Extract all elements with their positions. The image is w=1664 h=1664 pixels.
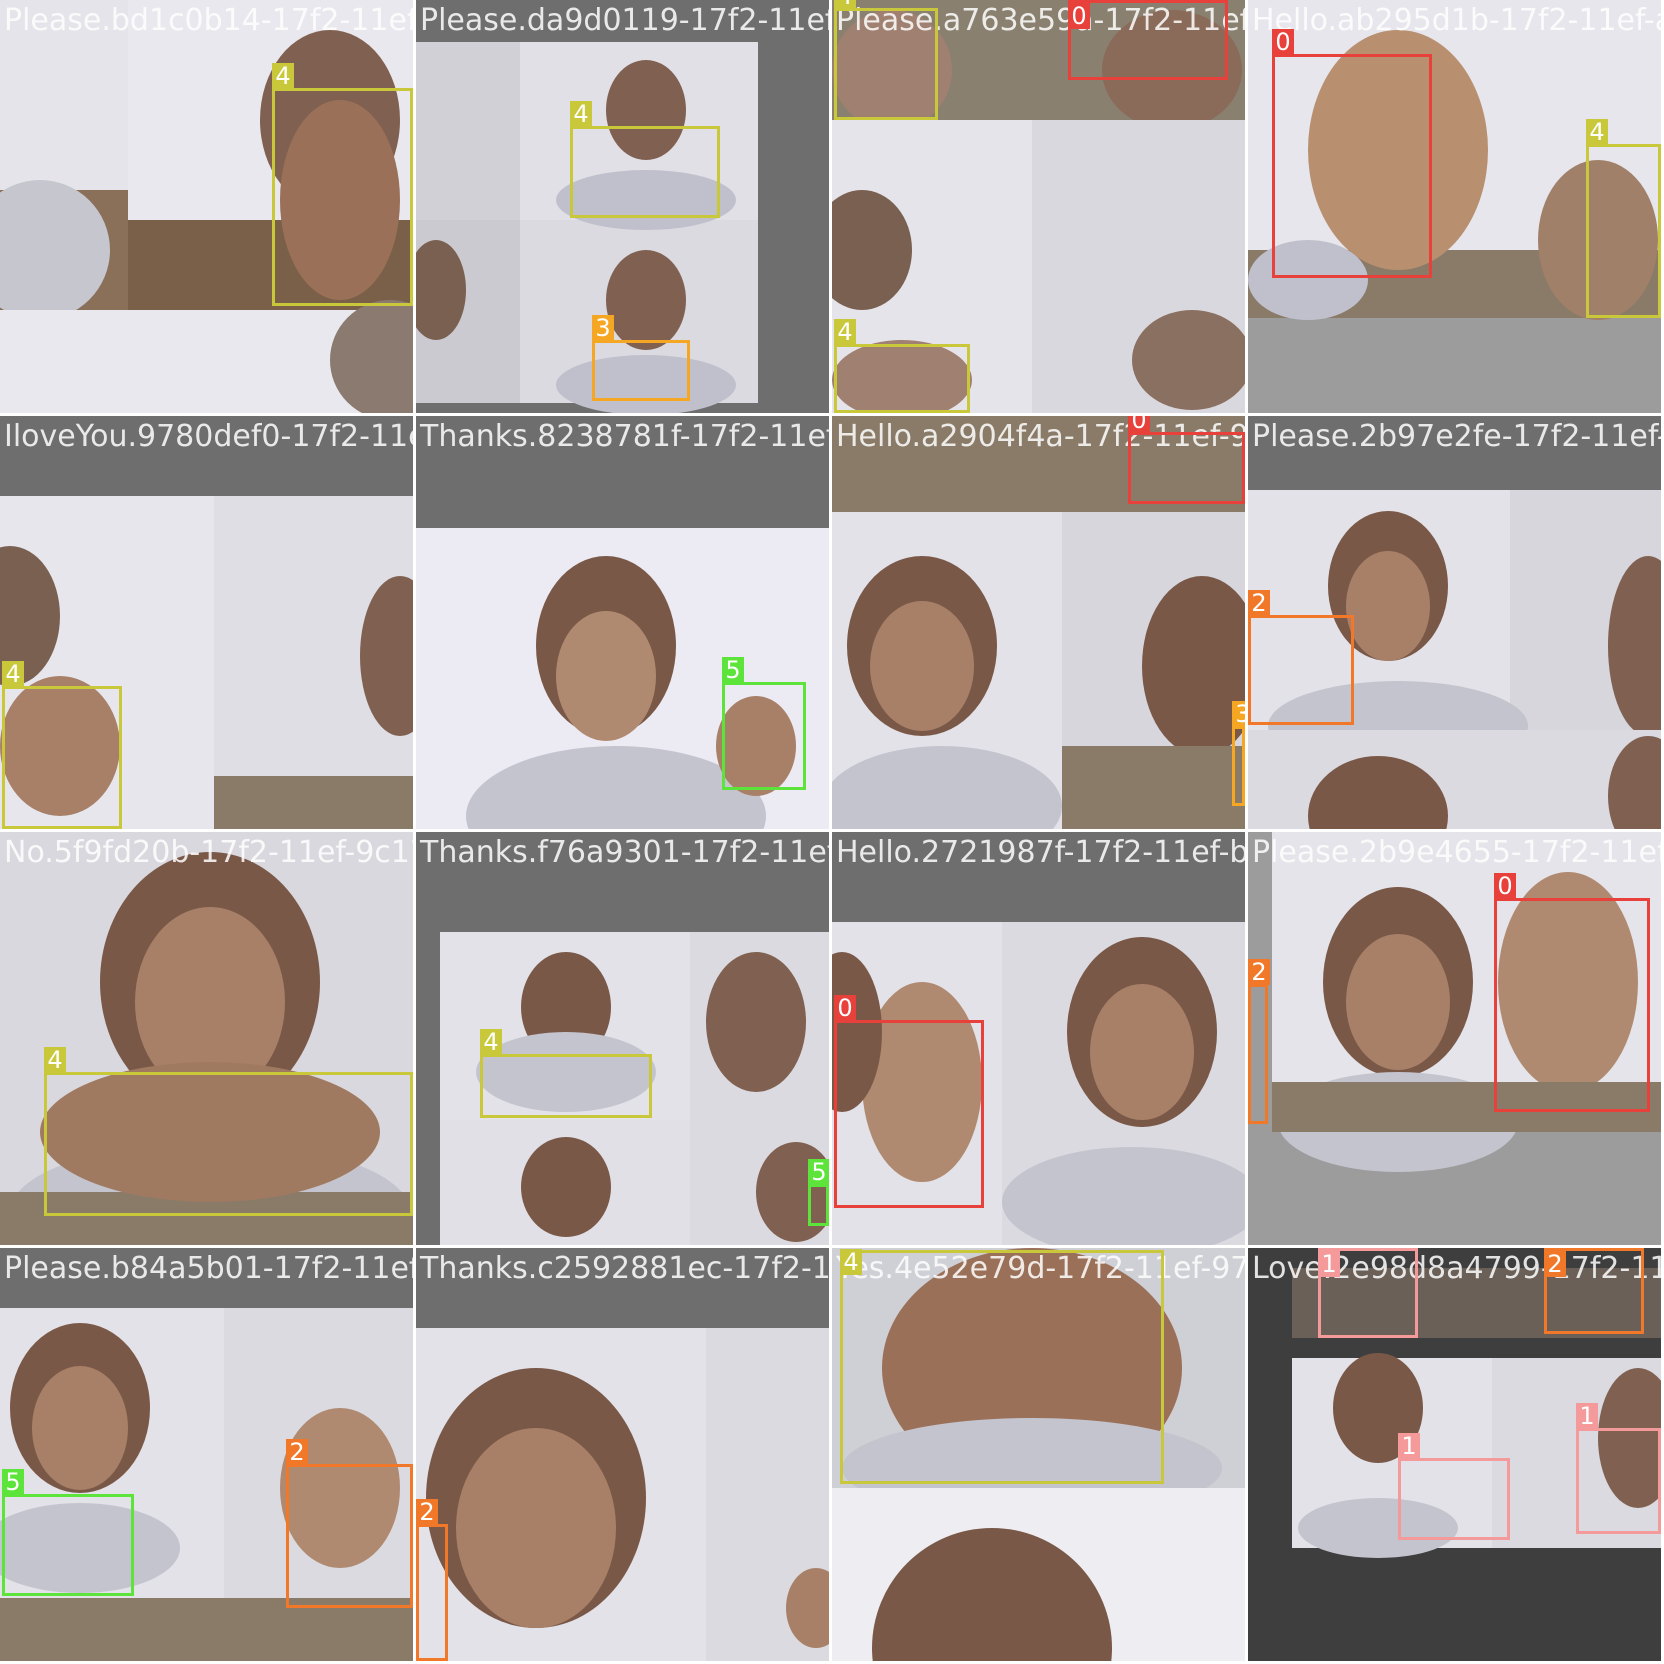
detection-label: 5 [2,1469,24,1495]
detection-box: 4 [834,344,970,413]
mosaic-tile: Please.a763e59a-17f2-11ef-a994 4 0 4 [832,0,1245,413]
detection-box: 2 [416,1524,448,1661]
detection-box: 3 [592,340,690,401]
mosaic-tile: IloveYou.9780def0-17f2-11ef-9c17 4 [0,416,413,829]
detection-label: 4 [834,319,856,345]
detection-label: 5 [808,1159,829,1185]
detection-label: 2 [1248,590,1270,616]
detection-box: 2 [1248,984,1268,1124]
detection-label: 0 [834,995,856,1021]
detection-label: 1 [1398,1433,1420,1459]
mosaic-tile: Please.bd1c0b14-17f2-11ef-8010 4 [0,0,413,413]
detection-box: 4 [480,1054,652,1118]
detection-label: 2 [1544,1251,1566,1277]
mosaic-tile: Hello.a2904f4a-17f2-11ef-9c17 0 3 [832,416,1245,829]
mosaic-tile: Please.2b9e4655-17f2-11ef-b9d7 2 0 [1248,832,1661,1245]
detection-box: 1 [1576,1428,1661,1534]
detection-box: 4 [834,8,938,120]
detection-label: 1 [1318,1251,1340,1277]
detection-box: 4 [1586,144,1661,318]
detection-label: 2 [286,1439,308,1465]
detection-box: 1 [1318,1248,1418,1338]
detection-box: 3 [1232,726,1245,806]
detection-label: 4 [480,1029,502,1055]
mosaic-tile: Hello.2721987f-17f2-11ef-b9d7 0 [832,832,1245,1245]
detection-box: 0 [834,1020,984,1208]
mosaic-tile: Thanks.8238781f-17f2-11ef-9c17 5 [416,416,829,829]
detection-box: 5 [808,1184,829,1226]
mosaic-tile: Yes.4e52e79d-17f2-11ef-97d5 4 [832,1248,1245,1661]
detection-box: 2 [1544,1248,1644,1334]
detection-box: 5 [2,1494,134,1596]
mosaic-tile: Please.b84a5b01-17f2-11ef-9e44 5 2 [0,1248,413,1661]
mosaic-tile: Love.2e98d8a4799-17f2-11ef 1 2 1 1 [1248,1248,1661,1661]
detection-box: 4 [2,686,122,829]
detection-label: 5 [722,657,744,683]
mosaic-tile: Please.2b97e2fe-17f2-11ef-9c17 2 [1248,416,1661,829]
detection-label: 4 [2,661,24,687]
detection-label: 1 [1576,1403,1598,1429]
detection-label: 0 [1068,3,1090,29]
detection-label: 4 [272,63,294,89]
detection-label: 4 [834,0,856,9]
detection-box: 0 [1494,898,1650,1112]
detection-box: 4 [272,88,413,306]
tile-photo [416,1248,829,1661]
detection-box: 0 [1272,54,1432,278]
detection-label: 0 [1494,873,1516,899]
mosaic-tile: No.5f9fd20b-17f2-11ef-9c17 4 [0,832,413,1245]
detection-label: 2 [1248,959,1270,985]
mosaic-tile: Please.da9d0119-17f2-11ef-8010 4 3 [416,0,829,413]
tile-photo [416,832,829,1245]
detection-box: 1 [1398,1458,1510,1540]
detection-box: 5 [722,682,806,790]
detection-label: 4 [840,1249,862,1275]
detection-label: 4 [570,101,592,127]
detection-box: 2 [286,1464,413,1608]
mosaic-tile: Thanks.c2592881ec-17f2-11ef-9e44 2 [416,1248,829,1661]
detection-label: 0 [1128,416,1150,433]
detection-label: 2 [416,1499,438,1525]
detection-box: 2 [1248,615,1354,725]
detection-label: 3 [592,315,614,341]
detection-label: 0 [1272,29,1294,55]
detection-box: 0 [1068,0,1228,80]
detection-label: 4 [1586,119,1608,145]
detection-box: 4 [840,1250,1164,1484]
detection-box: 0 [1128,432,1245,504]
detection-label: 4 [44,1047,66,1073]
detection-box: 4 [44,1072,413,1216]
mosaic-tile: Thanks.f76a9301-17f2-11ef-b9d7 4 5 [416,832,829,1245]
detection-label: 3 [1232,701,1245,727]
mosaic-tile: Hello.ab295d1b-17f2-11ef-a994 0 4 [1248,0,1661,413]
detection-box: 4 [570,126,720,218]
